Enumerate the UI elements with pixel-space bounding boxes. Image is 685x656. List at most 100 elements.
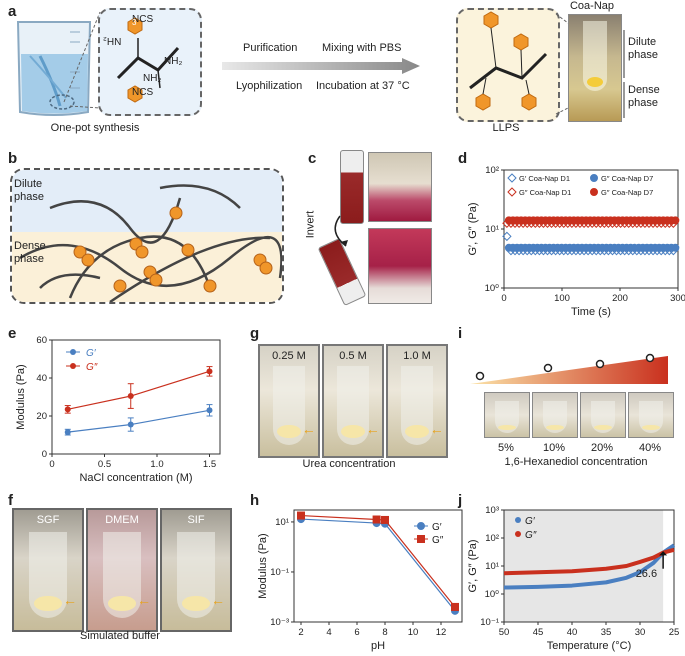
tube-label: SIF bbox=[187, 514, 205, 526]
tube-photo: ← DMEM bbox=[86, 508, 158, 632]
data-point bbox=[64, 406, 71, 413]
chart-d: 0 100 200 300 10⁰ 10¹ 10² Time (s) G′, G″ (Pa) G′… bbox=[467, 165, 685, 318]
x-tick-label: 300 bbox=[670, 293, 685, 304]
panel-g-label: g bbox=[250, 325, 260, 342]
y-tick-label: 10⁻¹ bbox=[270, 567, 289, 578]
tube-label: 0.5 M bbox=[339, 350, 367, 362]
y-tick-label: 10² bbox=[485, 165, 499, 176]
vial-upright bbox=[340, 150, 364, 224]
coa-nap-title: Coa-Nap bbox=[569, 0, 615, 12]
x-tick-label: 35 bbox=[601, 627, 612, 638]
process-arrow bbox=[222, 58, 420, 74]
legend-marker bbox=[515, 517, 521, 523]
tube-label: 0.25 M bbox=[272, 350, 306, 362]
label-dilute-phase-a: Dilute phase bbox=[628, 36, 658, 61]
y-tick-label: 10⁰ bbox=[485, 589, 500, 600]
series-line bbox=[300, 514, 456, 608]
chem-structure-left bbox=[116, 17, 180, 103]
tube-label: 1.0 M bbox=[403, 350, 431, 362]
y-axis-label: G′, G″ (Pa) bbox=[467, 202, 479, 255]
x-tick-label: 10 bbox=[408, 627, 419, 638]
chem-ncs-top: NCS bbox=[132, 14, 154, 25]
tube-photo bbox=[532, 392, 578, 438]
data-point bbox=[127, 421, 134, 428]
chart-h: 2 4 6 8 10 12 10⁻³ 10⁻¹ 10¹ pH Modulus (Pa) G′ G″ bbox=[257, 509, 463, 652]
tube-photo bbox=[580, 392, 626, 438]
chem-nh2-bottom: NH₂ bbox=[143, 73, 162, 84]
tube-photo bbox=[484, 392, 530, 438]
series-line bbox=[67, 409, 210, 433]
x-tick-label: 45 bbox=[533, 627, 544, 638]
dense-phase-droplet bbox=[341, 425, 365, 439]
dense-phase-droplet bbox=[594, 424, 612, 430]
legend-marker bbox=[590, 188, 598, 196]
x-tick-label: 30 bbox=[635, 627, 646, 638]
x-tick-label: 0 bbox=[49, 459, 54, 470]
tube-label: SGF bbox=[36, 514, 60, 526]
y-axis-label: G′, G″ (Pa) bbox=[467, 539, 479, 592]
legend-label: G″ bbox=[525, 530, 537, 541]
data-point bbox=[372, 515, 381, 524]
series-line bbox=[503, 547, 675, 576]
x-tick-label: 0.5 bbox=[98, 459, 111, 470]
panel-d-label: d bbox=[458, 150, 468, 167]
y-tick-label: 10¹ bbox=[485, 224, 499, 235]
panel-h-label: h bbox=[250, 492, 260, 509]
legend-label: G′ Coa-Nap D1 bbox=[519, 174, 570, 183]
arrow-text-lyophilization: Lyophilization bbox=[236, 80, 303, 92]
y-tick-label: 10¹ bbox=[275, 517, 289, 528]
x-tick-label: 50 bbox=[499, 627, 510, 638]
caption-buffer: Simulated buffer bbox=[80, 630, 160, 642]
phase-schematic bbox=[10, 168, 284, 304]
arrow-icon: ← bbox=[301, 420, 316, 437]
x-tick-label: 25 bbox=[669, 627, 680, 638]
label-dilute-phase-b: Dilute phase bbox=[14, 178, 44, 203]
tube-photo: ← SIF bbox=[160, 508, 232, 632]
zoom-lines bbox=[63, 11, 101, 109]
chart-e: 0 0.5 1.0 1.5 0 20 40 60 NaCl concentration (M) M… bbox=[15, 335, 221, 484]
data-point bbox=[64, 429, 71, 436]
y-tick-label: 40 bbox=[36, 373, 47, 384]
data-point bbox=[206, 407, 213, 414]
legend-marker bbox=[417, 535, 425, 543]
legend-marker bbox=[417, 522, 425, 530]
tube-concentration-label: 40% bbox=[638, 442, 662, 454]
annotation-label: 26.6 bbox=[636, 568, 657, 580]
dense-phase-droplet bbox=[34, 596, 62, 611]
arrow-text-purification: Purification bbox=[243, 42, 298, 54]
x-tick-label: 100 bbox=[554, 293, 570, 304]
phase-bracket bbox=[623, 30, 625, 118]
legend-marker bbox=[590, 174, 598, 182]
panel-e-label: e bbox=[8, 325, 17, 342]
data-point bbox=[502, 231, 512, 242]
x-tick-label: 2 bbox=[298, 627, 303, 638]
chem-box-right bbox=[456, 8, 560, 122]
tube-concentration-label: 20% bbox=[590, 442, 614, 454]
dense-phase-droplet bbox=[498, 424, 516, 430]
data-point bbox=[671, 216, 680, 225]
dense-phase-droplet bbox=[277, 425, 301, 439]
legend-marker bbox=[507, 187, 517, 197]
tube-concentration-label: 5% bbox=[498, 442, 514, 454]
x-tick-label: 200 bbox=[612, 293, 628, 304]
chem-nh2-right: NH₂ bbox=[164, 56, 183, 67]
beaker-illustration bbox=[16, 21, 92, 116]
label-dense-phase-a: Dense phase bbox=[628, 84, 660, 109]
x-tick-label: 12 bbox=[436, 627, 447, 638]
y-tick-label: 10¹ bbox=[485, 561, 499, 572]
invert-label: Invert bbox=[304, 210, 317, 239]
panel-j-label: j bbox=[458, 492, 463, 509]
y-tick-label: 10³ bbox=[485, 505, 499, 516]
y-tick-label: 10⁰ bbox=[485, 283, 500, 294]
caption-one-pot: One-pot synthesis bbox=[50, 122, 140, 134]
x-tick-label: 4 bbox=[326, 627, 331, 638]
x-axis-label: Temperature (°C) bbox=[547, 640, 631, 652]
label-dense-phase-b: Dense phase bbox=[14, 240, 46, 265]
x-axis-label: NaCl concentration (M) bbox=[79, 472, 192, 484]
legend-label: G″ Coa-Nap D7 bbox=[601, 174, 653, 183]
x-axis-label: Time (s) bbox=[571, 306, 611, 318]
plot-frame bbox=[51, 339, 221, 455]
legend-marker bbox=[70, 349, 76, 355]
arrow-icon: ← bbox=[429, 420, 444, 437]
caption-hexanediol: 1,6-Hexanediol concentration bbox=[504, 456, 648, 468]
